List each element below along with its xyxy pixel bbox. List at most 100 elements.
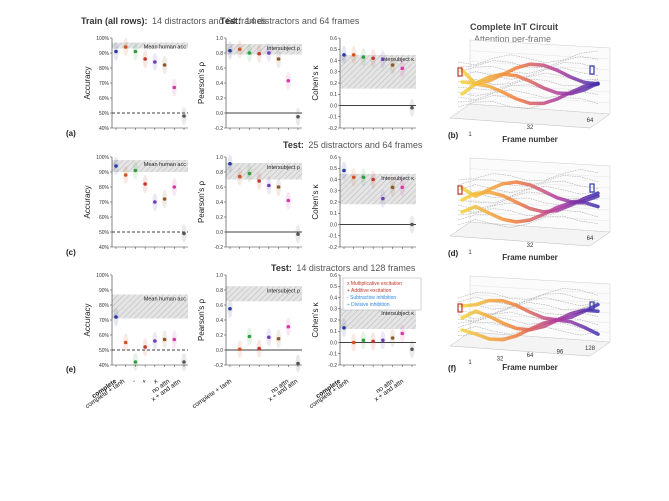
grid-line: [469, 294, 611, 304]
data-point: [133, 49, 138, 54]
human-band: [226, 163, 302, 180]
data-point: [257, 179, 261, 183]
frame-axis-label: Frame number: [502, 135, 558, 144]
data-point: [390, 185, 395, 190]
data-point: [153, 339, 157, 343]
distractor-trace: [457, 293, 599, 306]
frame-tick-label: 64: [587, 118, 594, 124]
distractor-trace: [457, 67, 599, 80]
data-point: [237, 347, 242, 352]
legend-additive: + Additive excitation: [347, 288, 392, 294]
data-point: [351, 340, 356, 345]
y-tick-label: 40%: [99, 245, 110, 251]
data-point: [182, 114, 186, 118]
y-tick-label: -0.2: [328, 245, 337, 251]
data-point: [172, 337, 177, 342]
data-point: [400, 331, 405, 336]
attention-trajectory: [460, 200, 600, 224]
y-tick-label: 0.0: [330, 222, 337, 228]
data-point: [267, 183, 271, 188]
y-tick-label: 0.3: [330, 70, 337, 76]
distractor-trace: [457, 204, 599, 217]
human-band: [112, 160, 188, 172]
panel-e-kappa: Intersubject κ -0.2 -0.1 0.0 0.1 0.2 0.3 0.4 0.5…: [311, 273, 416, 369]
circuit-title: Complete InT Circuit: [470, 22, 558, 32]
data-point: [381, 338, 385, 343]
data-point: [342, 326, 346, 330]
y-tick-label: 90%: [99, 51, 110, 57]
data-point: [400, 185, 405, 190]
data-point: [296, 361, 300, 366]
data-point: [286, 198, 291, 203]
legend-box: [342, 277, 422, 311]
header-row2-test: Test: 25 distractors and 64 frames: [283, 140, 423, 150]
panel-c-kappa: Intersubject κ -0.2 -0.1 0.0 0.1 0.2 0.3 0.4 0.5…: [311, 155, 416, 251]
attention-trajectory: [460, 82, 600, 106]
legend-divisive: ÷ Divisive inhibition: [347, 302, 390, 308]
data-point: [342, 53, 346, 57]
y-tick-label: 70%: [99, 81, 110, 87]
data-point: [390, 336, 395, 340]
human-band: [340, 173, 416, 205]
y-tick-label: 0.2: [330, 200, 337, 206]
panel-label-e: (e): [66, 365, 76, 374]
distractor-trace: [457, 215, 599, 228]
start-marker: [457, 67, 463, 77]
data-point: [410, 222, 414, 227]
y-tick-label: 100%: [96, 36, 109, 42]
data-point: [133, 168, 138, 173]
panel-c-pearson: Intersubject ρ -0.2 0.0 0.2 0.4 0.6 0.8 1.0 Pear…: [197, 154, 302, 251]
frame-tick-label: 32: [527, 125, 534, 131]
panel-label-f: (f): [448, 364, 456, 373]
y-tick-label: 60%: [99, 96, 110, 102]
x-category-labels: complete complete + tanh - + x no attn x…: [84, 377, 405, 410]
data-point: [237, 47, 242, 52]
circuit-subtitle: Attention per-frame: [474, 34, 551, 44]
distractor-trace: [457, 50, 599, 66]
y-tick-label: 90%: [99, 170, 110, 176]
data-point: [342, 168, 346, 173]
distractor-trace: [457, 175, 599, 187]
y-tick-label: 0.2: [216, 215, 223, 221]
y-tick-label: -0.2: [214, 126, 223, 132]
y-tick-label: 0.6: [216, 303, 223, 309]
data-point: [114, 315, 118, 319]
circuit-panel-2: 1 32 64 Frame number: [449, 157, 611, 262]
panel-c-accuracy: Mean human acc 40% 50% 60% 70% 80% 90% 100% Accu…: [83, 155, 188, 251]
panel-a-accuracy: Mean human acc 40% 50% 60% 70% 80% 90% 100% Accu…: [83, 36, 188, 132]
data-point: [381, 196, 385, 201]
data-point: [237, 174, 242, 179]
data-point: [162, 337, 167, 342]
data-point: [276, 185, 281, 189]
y-tick-label: 0.6: [330, 273, 337, 279]
y-tick-label: 0.8: [216, 51, 223, 57]
y-axis-label: Cohen's κ: [311, 64, 320, 100]
panel-e-accuracy: Mean human acc 40% 50% 60% 70% 80% 90% 100% Accu…: [83, 273, 188, 371]
data-point: [361, 338, 366, 343]
circuit-panel-3: 1 32 64 96 128 Frame number: [449, 275, 611, 372]
y-tick-label: -0.2: [214, 363, 223, 369]
data-point: [153, 200, 157, 204]
y-tick-label: 0.8: [216, 170, 223, 176]
data-point: [381, 57, 385, 62]
y-tick-label: 0.5: [330, 47, 337, 53]
y-tick-label: 1.0: [216, 273, 223, 279]
xcat-minus: -: [131, 378, 137, 385]
header-row3-test: Test: 14 distractors and 128 frames: [271, 263, 416, 273]
operator-legend: x Multiplicative excitation + Additive e…: [342, 277, 422, 311]
y-tick-label: 0.4: [216, 318, 223, 324]
y-axis-label: Cohen's κ: [311, 183, 320, 219]
y-axis-label: Cohen's κ: [311, 301, 320, 337]
data-point: [257, 346, 261, 351]
data-point: [162, 63, 167, 67]
frame-tick-label: 64: [587, 236, 594, 242]
y-tick-label: 80%: [99, 303, 110, 309]
data-point: [143, 345, 147, 349]
data-point: [390, 63, 395, 67]
y-tick-label: 0.1: [330, 92, 337, 98]
frame-tick-label: 32: [497, 357, 504, 363]
y-tick-label: 0.2: [330, 81, 337, 87]
data-point: [133, 360, 138, 364]
data-point: [296, 232, 300, 237]
data-point: [123, 173, 128, 177]
